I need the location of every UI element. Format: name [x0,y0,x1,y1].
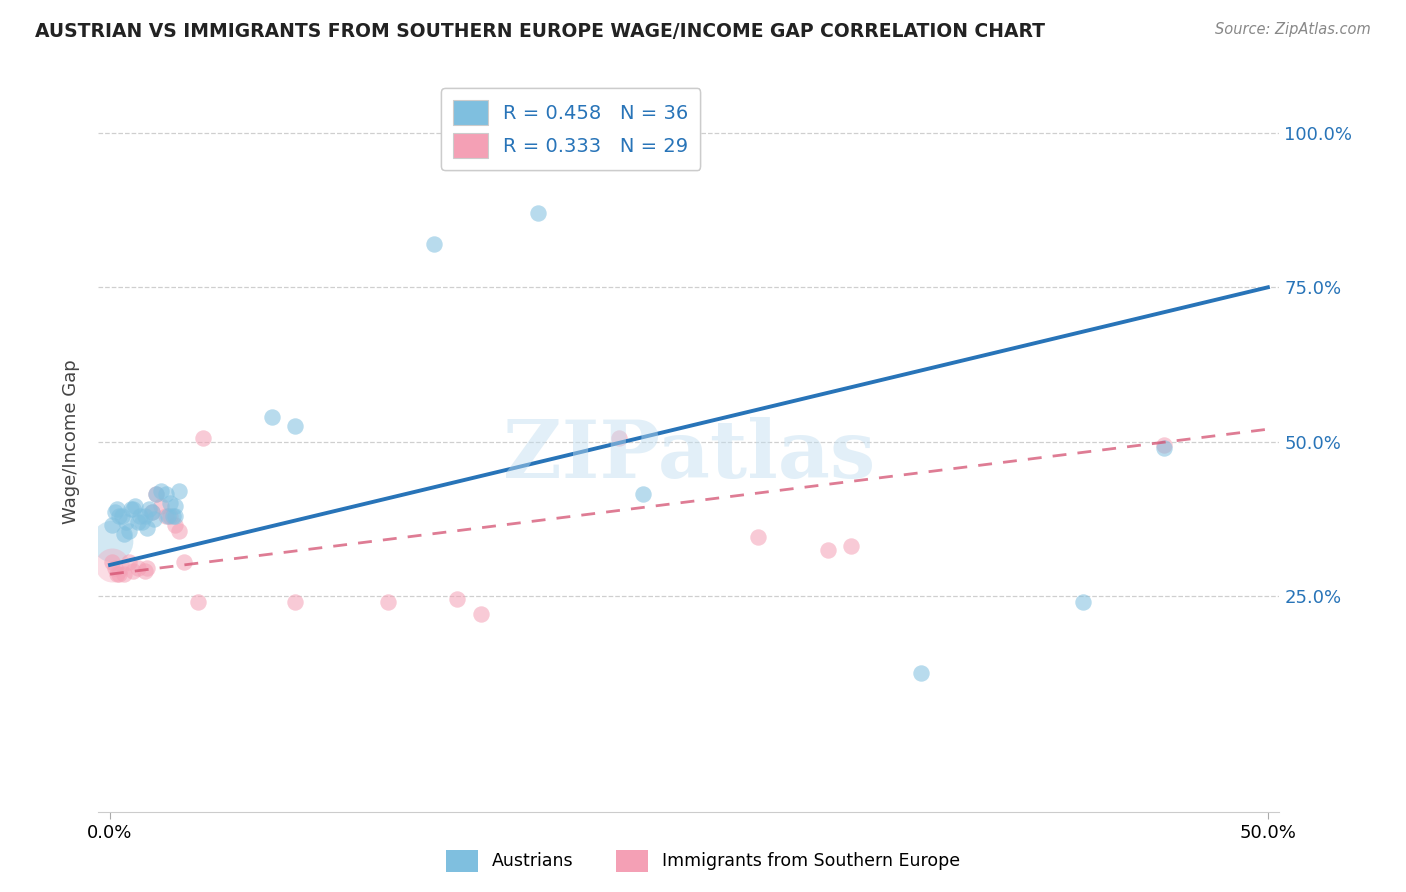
Point [159,496,181,510]
Point [173,555,195,569]
Point [124,500,146,514]
Point [149,483,172,498]
Point [129,508,152,523]
Point [163,517,186,532]
Point [101,534,124,549]
Point [141,506,163,520]
Point [145,487,167,501]
Point [191,432,214,446]
Point [446,591,468,606]
Point [112,527,135,541]
Point [141,506,163,520]
Point [105,502,128,516]
Point [117,555,139,569]
Point [156,508,179,523]
Point [169,524,191,538]
Point [108,567,131,582]
Point [155,487,177,501]
Point [423,237,446,252]
Point [817,542,839,557]
Point [149,500,172,514]
Point [145,487,167,501]
Point [127,515,149,529]
Point [138,502,160,516]
Text: ZIPatlas: ZIPatlas [503,417,875,495]
Point [143,511,166,525]
Point [104,506,127,520]
Point [122,502,145,516]
Point [163,500,186,514]
Point [134,508,156,523]
Point [108,508,131,523]
Point [609,432,631,446]
Point [1153,441,1175,455]
Point [910,665,932,680]
Point [284,595,307,609]
Text: AUSTRIAN VS IMMIGRANTS FROM SOUTHERN EUROPE WAGE/INCOME GAP CORRELATION CHART: AUSTRIAN VS IMMIGRANTS FROM SOUTHERN EUR… [35,22,1045,41]
Point [262,409,284,424]
Point [631,487,654,501]
Point [187,595,209,609]
Point [110,508,132,523]
Point [134,564,156,578]
Point [747,530,769,544]
Point [169,483,191,498]
Point [120,502,142,516]
Point [131,515,153,529]
Point [122,564,145,578]
Point [101,555,124,569]
Point [105,567,128,582]
Legend: Austrians, Immigrants from Southern Europe: Austrians, Immigrants from Southern Euro… [439,843,967,879]
Point [839,540,862,554]
Point [115,515,138,529]
Point [101,558,124,572]
Point [1153,437,1175,451]
Point [136,561,159,575]
Point [1071,595,1094,609]
Legend: R = 0.458   N = 36, R = 0.333   N = 29: R = 0.458 N = 36, R = 0.333 N = 29 [441,88,700,169]
Point [377,595,399,609]
Point [159,508,181,523]
Point [127,561,149,575]
Point [284,419,307,434]
Point [101,517,124,532]
Point [117,524,139,538]
Point [163,508,186,523]
Point [104,561,127,575]
Y-axis label: Wage/Income Gap: Wage/Income Gap [62,359,80,524]
Point [162,508,184,523]
Point [155,508,177,523]
Point [527,206,550,220]
Point [136,521,159,535]
Point [112,567,135,582]
Point [470,607,492,622]
Text: Source: ZipAtlas.com: Source: ZipAtlas.com [1215,22,1371,37]
